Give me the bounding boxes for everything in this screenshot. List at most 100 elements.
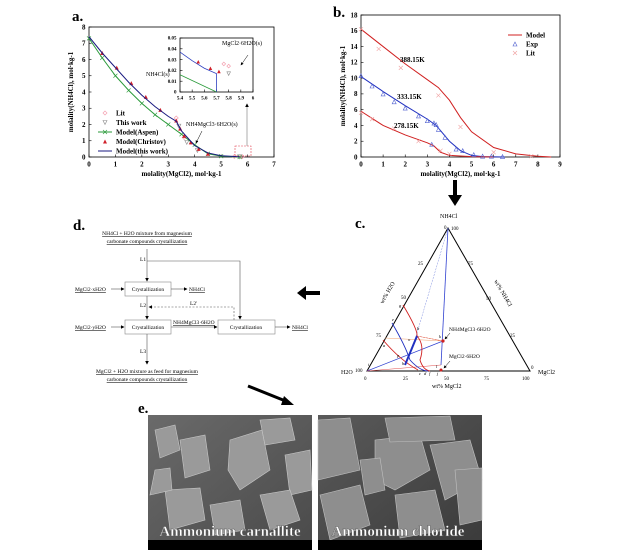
feed-2: MgCl2·yH2O bbox=[75, 325, 106, 331]
y-axis-label: molality(NH4Cl), mol·kg-1 bbox=[67, 51, 75, 132]
phase-label-carnallite: NH4MgCl3·6H2O bbox=[449, 327, 491, 333]
x-tick-label: 8 bbox=[536, 161, 540, 169]
sem-caption-ammonium-chloride: Ammonium chloride bbox=[332, 524, 465, 540]
data-point-triangle-down bbox=[102, 120, 108, 126]
data-point-diamond bbox=[226, 63, 231, 69]
panel-d-label: d. bbox=[73, 218, 85, 234]
vertex-mgcl2: MgCl2 bbox=[538, 370, 555, 376]
series-line-model-aspen- bbox=[179, 74, 217, 93]
legend-label-model-christov-: Model(Christov) bbox=[116, 138, 166, 146]
series-line-model-aspen- bbox=[88, 38, 240, 158]
x-tick-label: 4 bbox=[193, 161, 197, 169]
sem-info: X650 bbox=[409, 543, 417, 547]
series-line-model bbox=[360, 76, 505, 158]
legend-label-lit: Lit bbox=[526, 50, 536, 58]
product-1: NH4Cl bbox=[189, 287, 205, 293]
y-tick-label: 8 bbox=[354, 90, 358, 98]
point-label: k bbox=[439, 334, 442, 339]
sem-info: 5.0kV bbox=[225, 543, 234, 547]
label-388k: 388.15K bbox=[400, 56, 425, 64]
data-point-x bbox=[436, 93, 441, 98]
data-point-x bbox=[152, 112, 158, 117]
panel-c-label: c. bbox=[355, 216, 366, 232]
data-point-x bbox=[166, 122, 171, 127]
data-point-triangle-up bbox=[453, 146, 459, 152]
data-point-triangle-up bbox=[380, 91, 386, 97]
chart-b: 0 1 2 3 4 5 6 7 8 9024681012141618molality(MgCl2)… bbox=[339, 11, 562, 178]
y-tick-label: 2 bbox=[82, 121, 86, 129]
y-tick-label: 18 bbox=[351, 11, 359, 19]
point-label: i bbox=[368, 362, 370, 367]
tick: 75 bbox=[484, 377, 490, 382]
tick: 0 bbox=[531, 366, 534, 371]
data-point-x bbox=[512, 50, 518, 56]
data-point-x bbox=[358, 110, 364, 116]
y-tick-label: 6 bbox=[354, 106, 358, 114]
data-point-x bbox=[529, 153, 534, 159]
axis-title-nh4cl: wt% NH4Cl bbox=[492, 279, 512, 308]
box-1-label: Crystallization bbox=[132, 287, 165, 293]
phase-label-bischofite: MgCl2·6H2O bbox=[449, 354, 480, 360]
data-point-triangle-up bbox=[500, 153, 505, 159]
data-point-x bbox=[376, 46, 381, 52]
tick: 100 bbox=[522, 377, 530, 382]
x-tick-label: 0 bbox=[359, 161, 363, 169]
arrow-b-to-c bbox=[448, 180, 462, 206]
data-point-star bbox=[174, 118, 179, 123]
y-tick-label: 16 bbox=[351, 27, 359, 35]
x-tick-label: 5.5 bbox=[189, 97, 196, 102]
tick: 0 bbox=[364, 377, 367, 382]
data-point-triangle-up bbox=[460, 148, 466, 153]
point-label: p bbox=[396, 353, 400, 358]
panel-a-label: a. bbox=[72, 9, 84, 25]
data-point-triangle-down bbox=[226, 71, 231, 77]
arrow-c-to-d bbox=[297, 286, 320, 300]
sem-info: 10μm bbox=[428, 543, 436, 547]
data-point-diamond bbox=[102, 110, 108, 116]
sem-info: NONE bbox=[322, 543, 332, 547]
y-tick-label: 4 bbox=[354, 122, 358, 130]
series-line-model bbox=[360, 28, 552, 158]
series-line-model bbox=[360, 110, 494, 158]
y-tick-label: 2 bbox=[354, 138, 358, 146]
data-point-x bbox=[113, 73, 118, 78]
y-tick-label: 12 bbox=[351, 59, 359, 67]
box-3-label: Crystallization bbox=[230, 325, 263, 331]
y-tick-label: 3 bbox=[82, 105, 86, 113]
stream-l3: L3 bbox=[140, 349, 146, 355]
legend-label-model-aspen-: Model(Aspen) bbox=[116, 129, 159, 137]
bottom-output-line1: MgCl2 + H2O mixture as feed for magnesiu… bbox=[96, 368, 199, 375]
data-point-star bbox=[182, 133, 187, 138]
point-label: e bbox=[392, 317, 394, 322]
y-tick-label: 1 bbox=[82, 137, 86, 145]
point-label: c bbox=[419, 371, 421, 376]
tick: 50 bbox=[401, 296, 407, 301]
data-point-triangle-up bbox=[435, 126, 441, 132]
x-tick-label: 1 bbox=[114, 161, 118, 169]
sem-info: WD 6.0mm bbox=[285, 543, 302, 547]
x-tick-label: 5.7 bbox=[213, 97, 220, 102]
annotation-carnallite-s: NH4MgCl3·6H2O(s) bbox=[186, 121, 238, 128]
data-point-triangle-up bbox=[424, 118, 430, 124]
x-tick-label: 5 bbox=[219, 161, 223, 169]
data-point-diamond bbox=[231, 154, 237, 160]
data-point-x bbox=[369, 116, 375, 122]
y-tick-label: 0 bbox=[174, 91, 177, 96]
data-point-x bbox=[358, 26, 364, 32]
panel-e-label: e. bbox=[138, 401, 149, 417]
x-tick-label: 5.9 bbox=[238, 97, 245, 102]
point-label: o bbox=[408, 337, 411, 342]
panel-b-label: b. bbox=[333, 5, 345, 21]
tick: 25 bbox=[418, 262, 424, 267]
sem-info: 5.0kV bbox=[393, 543, 402, 547]
ternary-diagram: NH4Cl H2O MgCl2 0 100 25 50 75 100 75 50… bbox=[341, 214, 555, 390]
intermediate-product: NH4MgCl3·6H2O bbox=[173, 320, 215, 326]
data-point-triangle-down bbox=[184, 140, 190, 146]
x-tick-label: 4 bbox=[448, 161, 452, 169]
data-point-triangle-up bbox=[442, 134, 448, 140]
point-label: g bbox=[399, 303, 402, 308]
data-point-x bbox=[447, 151, 452, 157]
legend-label-model: Model bbox=[526, 32, 545, 40]
data-point-triangle-up bbox=[480, 153, 486, 159]
point-label: h bbox=[402, 361, 405, 366]
